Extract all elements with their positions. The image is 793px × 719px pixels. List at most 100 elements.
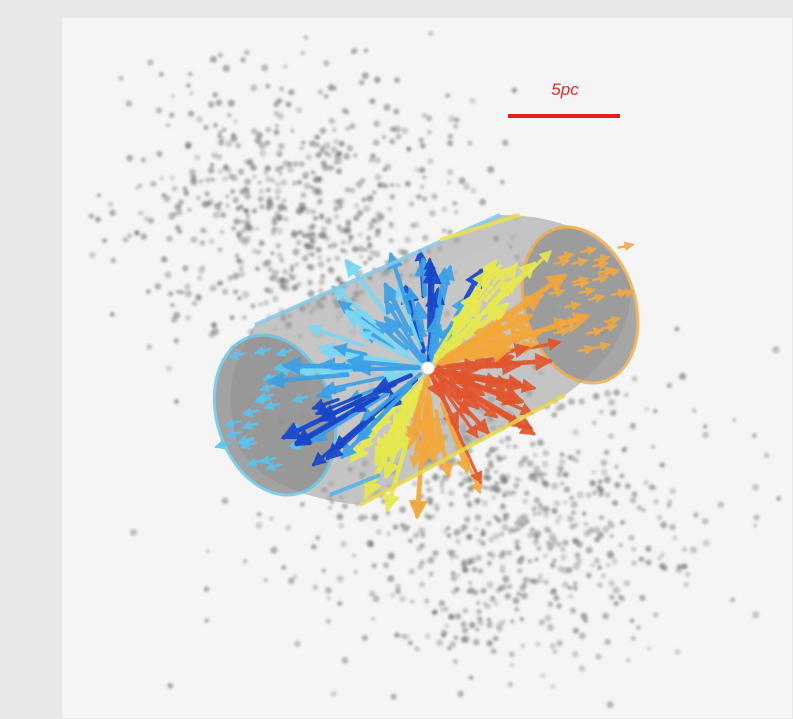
scatter-point <box>310 252 315 257</box>
vector-arrow <box>593 253 611 264</box>
scatter-point <box>345 221 351 227</box>
scatter-point <box>158 71 164 77</box>
scatter-point <box>208 238 215 245</box>
scatter-point <box>431 193 438 200</box>
scatter-point <box>474 526 479 532</box>
scatter-point <box>138 210 144 216</box>
scatter-point <box>703 424 708 429</box>
scatter-point <box>89 251 96 259</box>
scatter-point <box>524 490 530 496</box>
scatter-point <box>458 470 464 477</box>
scatter-point <box>530 527 535 532</box>
scatter-point <box>639 594 646 601</box>
scatter-point <box>657 514 663 521</box>
scatter-point <box>463 567 470 574</box>
scatter-point <box>456 573 461 578</box>
scatter-point <box>692 408 697 413</box>
scatter-point <box>109 209 116 217</box>
scatter-point <box>273 101 280 108</box>
scatter-point <box>317 233 323 238</box>
scatter-point <box>235 205 241 212</box>
scatter-point <box>327 244 333 249</box>
vector-arrow <box>410 378 428 436</box>
scatter-point <box>486 640 493 647</box>
scatter-point <box>295 239 302 246</box>
scatter-point <box>254 137 262 145</box>
vector-arrow <box>496 397 534 416</box>
scatter-point <box>269 516 274 521</box>
scatter-point <box>549 562 556 569</box>
scatter-point <box>327 84 335 91</box>
scatter-point <box>125 100 133 107</box>
scatter-point <box>429 210 436 217</box>
scatter-point <box>631 636 636 641</box>
scatter-point <box>317 255 322 260</box>
scatter-point <box>275 195 280 201</box>
scatter-point <box>338 140 345 147</box>
scatter-point <box>669 488 676 495</box>
scatter-point <box>413 221 420 228</box>
scatter-point <box>344 187 351 193</box>
scatter-point <box>221 497 229 505</box>
scatter-point <box>263 170 269 176</box>
scatter-point <box>280 277 285 282</box>
scatter-point <box>533 465 541 473</box>
vector-arrow <box>414 256 434 298</box>
scatter-point <box>487 551 493 557</box>
scatter-point <box>454 586 460 592</box>
scatter-point <box>572 580 578 586</box>
scatter-point <box>583 521 588 527</box>
scatter-point <box>258 188 265 195</box>
scatter-point <box>502 575 510 583</box>
scatter-point <box>263 299 270 306</box>
scatter-point <box>681 546 688 553</box>
scatter-point <box>586 492 592 498</box>
scatter-point <box>272 269 279 277</box>
scatter-point <box>323 60 330 67</box>
scatter-point <box>242 558 248 564</box>
scatter-point <box>519 616 525 622</box>
vector-arrow <box>422 264 442 312</box>
scatter-point <box>366 194 374 202</box>
scatter-point <box>276 112 284 120</box>
scatter-point <box>576 491 584 499</box>
scatter-point <box>424 479 430 485</box>
scatter-point <box>369 590 376 597</box>
vector-arrow <box>308 391 390 443</box>
scatter-point <box>355 181 363 188</box>
scatter-point <box>529 579 534 584</box>
scatter-point <box>578 632 586 640</box>
scatter-point <box>462 635 470 643</box>
scatter-point <box>306 251 311 257</box>
scatter-point <box>532 511 538 517</box>
scatter-point <box>292 160 299 167</box>
scatter-point <box>524 519 530 525</box>
scatter-point <box>623 579 631 587</box>
scatter-point <box>408 640 413 646</box>
scatter-point <box>167 683 173 689</box>
scatter-point <box>517 568 523 574</box>
scatter-point <box>563 486 571 493</box>
scatter-point <box>236 230 242 237</box>
vector-arrow <box>259 454 277 465</box>
scatter-point <box>632 491 638 497</box>
scatter-point <box>256 511 262 517</box>
scatter-point <box>491 495 497 500</box>
scatter-point <box>324 217 332 225</box>
scatter-point <box>412 481 418 487</box>
scatter-point <box>195 293 202 301</box>
scatter-point <box>280 179 287 186</box>
scatter-point <box>556 541 562 548</box>
scatter-point <box>203 586 210 592</box>
scatter-point <box>212 211 220 219</box>
scatter-point <box>416 545 422 552</box>
scatter-point <box>500 180 505 185</box>
scatter-point <box>145 289 151 294</box>
vector-arrow <box>400 386 418 413</box>
scatter-point <box>446 526 451 531</box>
scatter-point <box>464 516 471 523</box>
scatter-point <box>109 312 115 317</box>
scatter-point <box>636 625 641 630</box>
scatter-point <box>327 505 333 511</box>
scatter-point <box>608 522 615 529</box>
